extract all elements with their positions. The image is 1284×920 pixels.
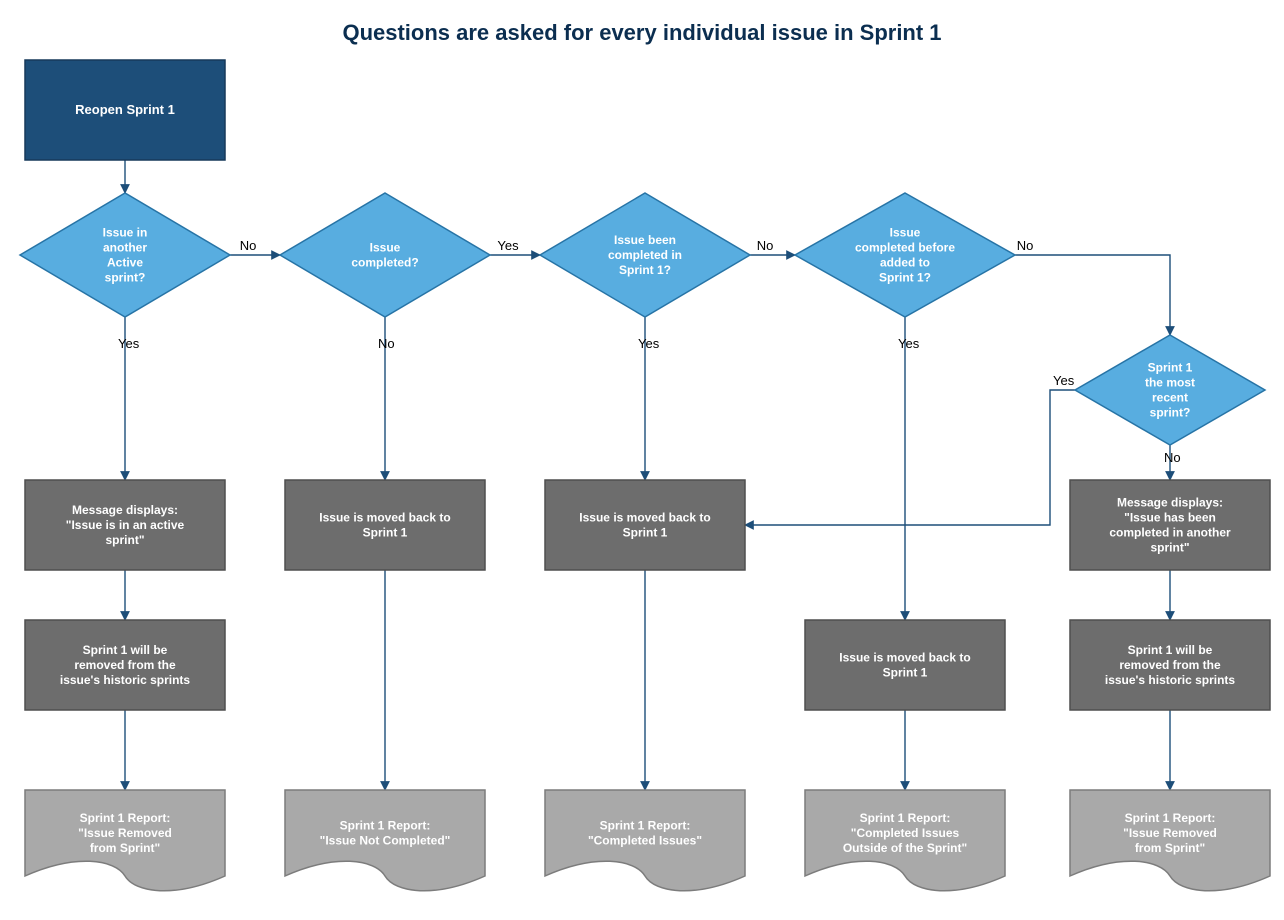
node-text-line: Issue is moved back to (839, 650, 970, 664)
node-text-line: added to (880, 255, 930, 269)
edge-label: No (757, 238, 774, 253)
node-text-line: "Issue Removed (1123, 826, 1217, 840)
node-d3: Issue beencompleted inSprint 1? (540, 193, 750, 317)
edge-label: Yes (1053, 373, 1075, 388)
flow-edge (745, 390, 1075, 525)
node-text-line: issue's historic sprints (60, 673, 191, 687)
node-text-line: Issue been (614, 233, 676, 247)
node-text-line: Reopen Sprint 1 (75, 102, 175, 117)
node-text-line: Issue is moved back to (579, 510, 710, 524)
node-text-line: Issue is moved back to (319, 510, 450, 524)
node-text-line: Sprint 1 (363, 525, 408, 539)
node-text-line: from Sprint" (1135, 841, 1205, 855)
node-doc2: Sprint 1 Report:"Issue Not Completed" (285, 790, 485, 891)
node-p5a: Message displays:"Issue has beencomplete… (1070, 480, 1270, 570)
node-text-line: Sprint 1 Report: (600, 818, 691, 832)
node-text-line: completed in (608, 248, 682, 262)
node-text-line: Issue (890, 225, 921, 239)
node-text-line: sprint" (1150, 540, 1189, 554)
node-text-line: Sprint 1 Report: (860, 811, 951, 825)
node-text-line: removed from the (74, 658, 176, 672)
node-text-line: issue's historic sprints (1105, 673, 1236, 687)
node-text-line: "Issue is in an active (66, 518, 185, 532)
node-d4: Issuecompleted beforeadded toSprint 1? (795, 193, 1015, 317)
node-text-line: Issue (370, 240, 401, 254)
flowchart: Questions are asked for every individual… (0, 0, 1284, 920)
node-text-line: removed from the (1119, 658, 1221, 672)
node-text-line: Sprint 1 Report: (80, 811, 171, 825)
node-text-line: completed? (351, 255, 418, 269)
node-text-line: Sprint 1? (879, 270, 931, 284)
node-doc1: Sprint 1 Report:"Issue Removedfrom Sprin… (25, 790, 225, 891)
node-text-line: completed in another (1109, 525, 1231, 539)
node-doc3: Sprint 1 Report:"Completed Issues" (545, 790, 745, 891)
node-text-line: Issue in (103, 225, 148, 239)
node-d1: Issue inanotherActivesprint? (20, 193, 230, 317)
node-text-line: "Completed Issues" (588, 833, 702, 847)
edge-label: Yes (638, 336, 660, 351)
node-text-line: Sprint 1 Report: (1125, 811, 1216, 825)
node-text-line: Message displays: (72, 503, 178, 517)
node-text-line: Sprint 1 (623, 525, 668, 539)
node-p2: Issue is moved back toSprint 1 (285, 480, 485, 570)
node-text-line: completed before (855, 240, 955, 254)
edge-label: No (1017, 238, 1034, 253)
node-p3: Issue is moved back toSprint 1 (545, 480, 745, 570)
node-text-line: "Issue Not Completed" (320, 833, 451, 847)
node-text-line: Active (107, 255, 143, 269)
flow-edge (1015, 255, 1170, 335)
node-p5b: Sprint 1 will beremoved from theissue's … (1070, 620, 1270, 710)
node-text-line: sprint? (1150, 405, 1191, 419)
node-doc5: Sprint 1 Report:"Issue Removedfrom Sprin… (1070, 790, 1270, 891)
node-text-line: Sprint 1 (883, 665, 928, 679)
node-p1b: Sprint 1 will beremoved from theissue's … (25, 620, 225, 710)
node-doc4: Sprint 1 Report:"Completed IssuesOutside… (805, 790, 1005, 891)
node-text-line: Sprint 1 Report: (340, 818, 431, 832)
node-text-line: Sprint 1 will be (1128, 643, 1213, 657)
node-text-line: the most (1145, 375, 1195, 389)
node-text-line: "Completed Issues (851, 826, 960, 840)
node-text-line: Message displays: (1117, 495, 1223, 509)
edge-label: Yes (898, 336, 920, 351)
node-text-line: "Issue Removed (78, 826, 172, 840)
node-text-line: Outside of the Sprint" (843, 841, 967, 855)
edge-label: Yes (118, 336, 140, 351)
node-text-line: another (103, 240, 147, 254)
node-text-line: Sprint 1 (1148, 360, 1193, 374)
node-text-line: sprint" (105, 533, 144, 547)
node-p4: Issue is moved back toSprint 1 (805, 620, 1005, 710)
edge-label: No (378, 336, 395, 351)
edge-label: Yes (497, 238, 519, 253)
node-text-line: Sprint 1 will be (83, 643, 168, 657)
flowchart-title: Questions are asked for every individual… (342, 20, 941, 45)
node-text-line: recent (1152, 390, 1188, 404)
node-d5: Sprint 1the mostrecentsprint? (1075, 335, 1265, 445)
node-d2: Issuecompleted? (280, 193, 490, 317)
edge-label: No (1164, 450, 1181, 465)
node-text-line: from Sprint" (90, 841, 160, 855)
node-text-line: Sprint 1? (619, 263, 671, 277)
node-text-line: "Issue has been (1124, 510, 1216, 524)
node-text-line: sprint? (105, 270, 146, 284)
node-start: Reopen Sprint 1 (25, 60, 225, 160)
edge-label: No (240, 238, 257, 253)
node-p1a: Message displays:"Issue is in an actives… (25, 480, 225, 570)
